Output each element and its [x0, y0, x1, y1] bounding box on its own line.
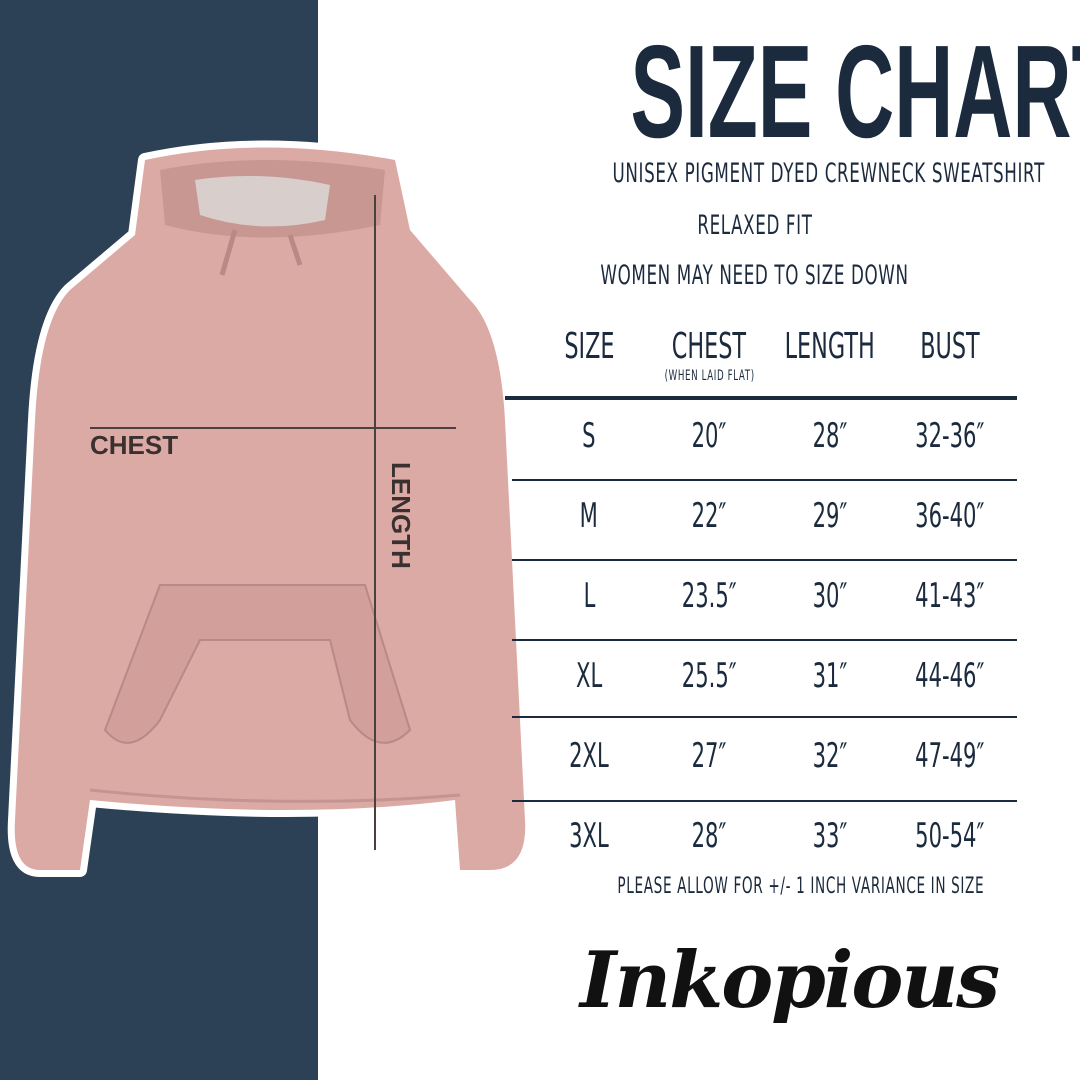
row-divider: [512, 639, 1017, 641]
cell-bust: 41-43″: [915, 576, 985, 616]
cell-length: 29″: [812, 496, 848, 536]
cell-chest: 25.5″: [681, 656, 737, 696]
product-name: UNISEX PIGMENT DYED CREWNECK SWEATSHIRT: [612, 158, 1045, 189]
variance-note: PLEASE ALLOW FOR +/- 1 INCH VARIANCE IN …: [617, 874, 985, 899]
cell-bust: 44-46″: [915, 656, 985, 696]
cell-bust: 32-36″: [915, 416, 985, 456]
cell-size: M: [579, 496, 599, 536]
cell-bust: 36-40″: [915, 496, 985, 536]
cell-bust: 50-54″: [915, 816, 985, 856]
chest-label: CHEST: [90, 430, 179, 460]
cell-chest: 28″: [691, 816, 727, 856]
cell-size: 2XL: [569, 736, 609, 776]
header-divider: [505, 396, 1017, 400]
hoodie-body: [14, 147, 526, 870]
header-bust: BUST: [920, 326, 980, 367]
cell-length: 33″: [812, 816, 848, 856]
header-chest: CHEST: [671, 326, 747, 367]
cell-size: 3XL: [569, 816, 609, 856]
cell-length: 31″: [812, 656, 848, 696]
cell-bust: 47-49″: [915, 736, 985, 776]
cell-chest: 27″: [691, 736, 727, 776]
length-label: LENGTH: [386, 462, 416, 569]
page-title: SIZE CHART: [630, 18, 1080, 165]
cell-chest: 23.5″: [681, 576, 737, 616]
cell-size: L: [583, 576, 595, 616]
fit-note: RELAXED FIT: [697, 210, 813, 241]
cell-length: 28″: [812, 416, 848, 456]
brand-logo: Inkopious: [580, 935, 1000, 1026]
cell-size: XL: [575, 656, 603, 696]
row-divider: [512, 800, 1017, 802]
row-divider: [512, 559, 1017, 561]
header-size: SIZE: [563, 326, 615, 367]
hoodie-image: [7, 140, 533, 877]
cell-size: S: [582, 416, 596, 456]
cell-chest: 20″: [691, 416, 727, 456]
row-divider: [512, 479, 1017, 481]
header-length: LENGTH: [784, 326, 876, 367]
cell-length: 30″: [812, 576, 848, 616]
chest-note: (WHEN LAID FLAT): [664, 368, 756, 384]
cell-length: 32″: [812, 736, 848, 776]
cell-chest: 22″: [691, 496, 727, 536]
sizing-note: WOMEN MAY NEED TO SIZE DOWN: [600, 260, 910, 291]
row-divider: [512, 716, 1017, 718]
